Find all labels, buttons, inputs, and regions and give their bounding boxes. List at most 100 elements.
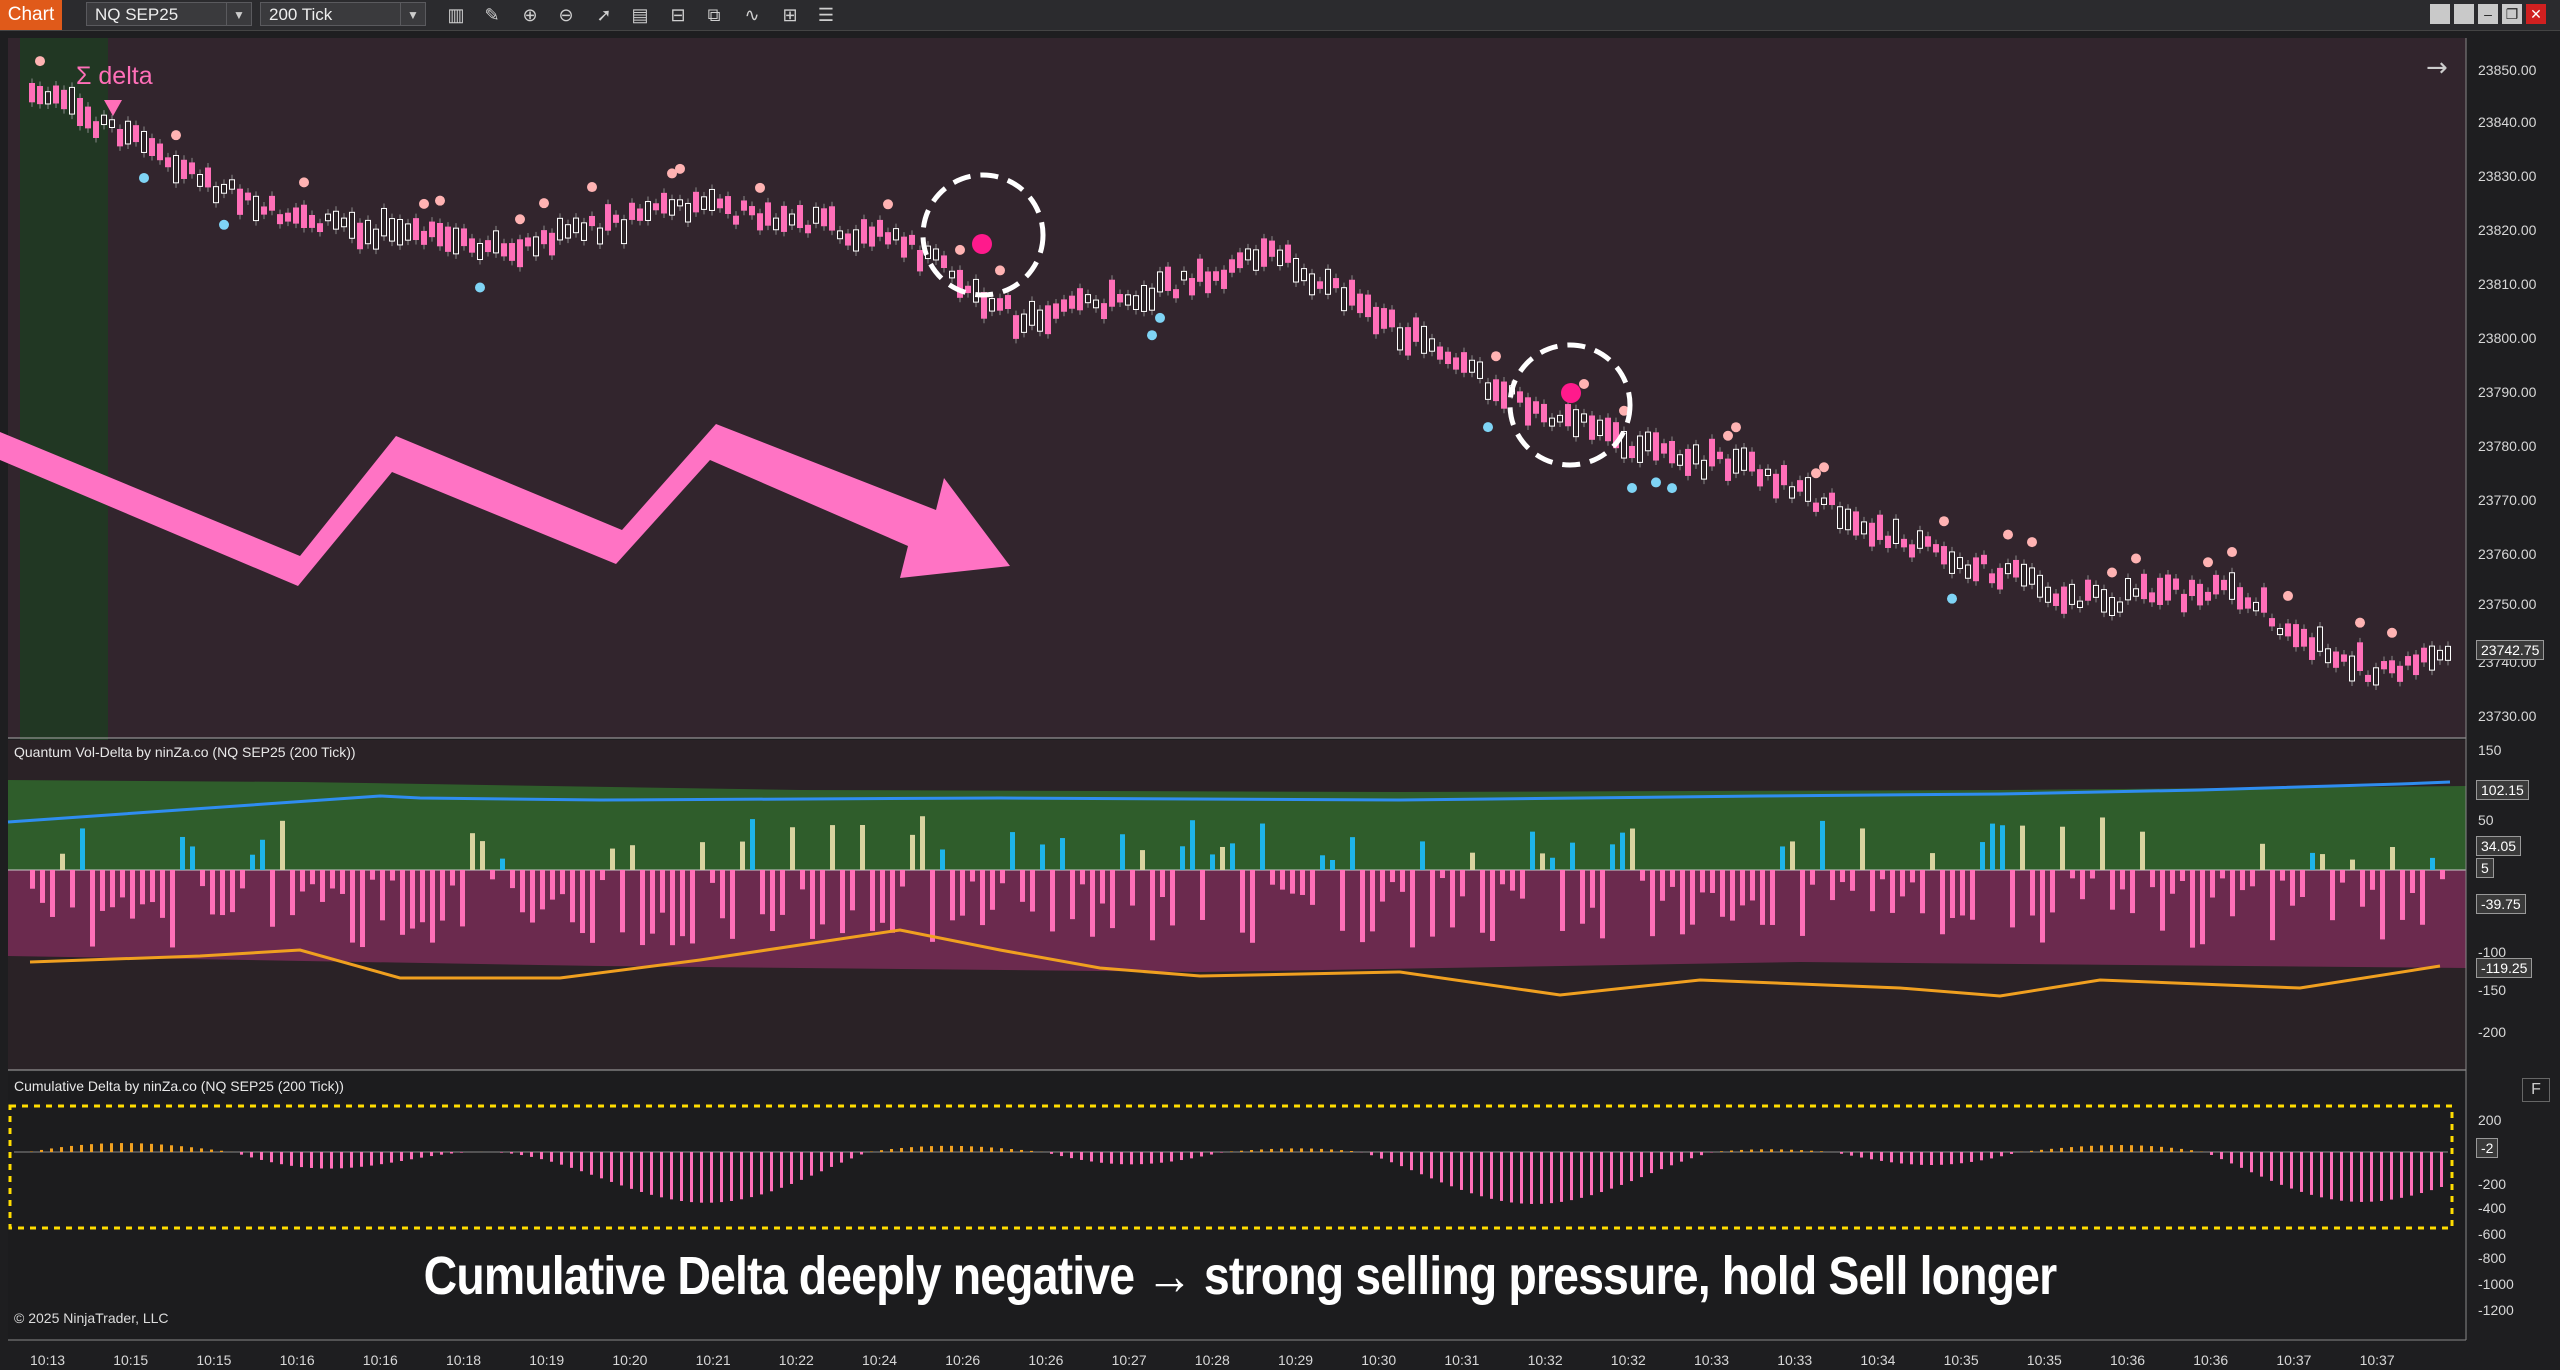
candle xyxy=(1733,448,1739,474)
candle xyxy=(1373,306,1379,335)
close-icon[interactable]: ✕ xyxy=(2526,4,2546,24)
cum-delta-bar xyxy=(840,1152,843,1163)
vol-flag-avg: 34.05 xyxy=(2476,836,2522,856)
data-box-icon[interactable]: ▤ xyxy=(631,5,649,25)
candle xyxy=(1429,338,1435,352)
cum-delta-bar xyxy=(1090,1152,1093,1162)
cum-delta-bar xyxy=(410,1152,413,1160)
vol-delta-bar xyxy=(800,870,805,890)
cum-delta-bar xyxy=(1540,1152,1543,1204)
vol-axis-tick: -100 xyxy=(2478,944,2507,960)
vol-delta-bar xyxy=(980,870,985,926)
candle xyxy=(1957,557,1963,569)
cum-delta-bar xyxy=(1480,1152,1483,1197)
zoom-in-icon[interactable]: ⊕ xyxy=(522,5,538,25)
vol-delta-bar xyxy=(1840,870,1845,883)
templates-icon[interactable]: ⊟ xyxy=(670,5,686,25)
candle xyxy=(2325,648,2331,664)
cum-delta-bar xyxy=(790,1152,793,1184)
scroll-right-icon[interactable]: → xyxy=(2426,53,2448,83)
restore-icon[interactable]: ❐ xyxy=(2502,4,2522,24)
candle xyxy=(2109,597,2115,616)
cum-delta-bar xyxy=(1890,1152,1893,1163)
candle xyxy=(621,219,627,245)
cum-delta-bar xyxy=(930,1146,933,1152)
candle xyxy=(2149,592,2155,603)
chart-tab[interactable]: Chart xyxy=(0,0,62,30)
candle xyxy=(389,218,395,242)
candle xyxy=(1357,293,1363,314)
candle xyxy=(2261,587,2267,613)
signal-dot xyxy=(1667,483,1677,494)
candle xyxy=(421,230,427,245)
signal-dot xyxy=(1723,430,1733,441)
candle xyxy=(1149,287,1155,311)
minimize-icon[interactable]: – xyxy=(2478,4,2498,24)
candle xyxy=(653,203,659,211)
candle xyxy=(2333,651,2339,668)
time-axis-tick: 10:20 xyxy=(612,1352,648,1368)
bar-type-icon[interactable]: ▥ xyxy=(447,5,465,25)
vol-axis-tick: -200 xyxy=(2478,1024,2507,1040)
chart-canvas[interactable]: → xyxy=(0,31,2560,1370)
vol-delta-bar xyxy=(1720,870,1725,917)
vol-delta-bar xyxy=(2260,843,2265,870)
signal-dot xyxy=(139,172,149,183)
chevron-down-icon[interactable]: ▼ xyxy=(226,3,251,25)
interval-selector[interactable]: 200 Tick ▼ xyxy=(260,2,426,26)
candle xyxy=(1869,522,1875,547)
candle xyxy=(165,157,171,168)
vol-delta-bar xyxy=(1010,832,1015,870)
tile-b-icon[interactable] xyxy=(2454,4,2474,24)
cum-delta-bar xyxy=(2050,1148,2053,1152)
cum-delta-bar xyxy=(50,1148,53,1152)
candle xyxy=(1813,502,1819,512)
vol-delta-bar xyxy=(1140,850,1145,870)
vol-delta-bar xyxy=(310,870,315,885)
time-axis-tick: 10:28 xyxy=(1194,1352,1230,1368)
vol-delta-bar xyxy=(1260,823,1265,870)
vol-delta-bar xyxy=(2110,870,2115,910)
zoom-out-icon[interactable]: ⊖ xyxy=(558,5,574,25)
cum-delta-bar xyxy=(1910,1152,1913,1165)
tile-a-icon[interactable] xyxy=(2430,4,2450,24)
draw-pencil-icon[interactable]: ✎ xyxy=(484,5,500,25)
cum-delta-bar xyxy=(110,1143,113,1152)
cum-delta-bar xyxy=(610,1152,613,1182)
price-axis-tick: 23760.00 xyxy=(2478,546,2537,562)
instrument-selector[interactable]: NQ SEP25 ▼ xyxy=(86,2,252,26)
candle xyxy=(173,155,179,184)
candle xyxy=(2053,593,2059,606)
indicators-icon[interactable]: ∿ xyxy=(744,5,760,25)
candle xyxy=(1661,443,1667,454)
vol-delta-bar xyxy=(970,870,975,882)
f-button[interactable]: F xyxy=(2522,1078,2550,1102)
candle xyxy=(1717,451,1723,460)
cum-delta-bar xyxy=(1650,1152,1653,1174)
signal-dot xyxy=(587,182,597,193)
vol-delta-bar xyxy=(1590,870,1595,908)
vol-delta-bar xyxy=(1200,870,1205,920)
candle xyxy=(1981,554,1987,565)
properties-icon[interactable]: ⊞ xyxy=(782,5,798,25)
vol-delta-bar xyxy=(440,870,445,921)
candle xyxy=(357,222,363,250)
cum-delta-bar xyxy=(1410,1152,1413,1171)
candle xyxy=(1045,305,1051,335)
time-axis-tick: 10:32 xyxy=(1610,1352,1646,1368)
candle xyxy=(253,195,259,222)
candle xyxy=(965,285,971,294)
vol-delta-bar xyxy=(1930,853,1935,870)
candle xyxy=(397,219,403,246)
candle xyxy=(733,215,739,225)
cum-delta-bar xyxy=(200,1148,203,1152)
vol-delta-bar xyxy=(1080,870,1085,885)
cum-delta-bar xyxy=(390,1152,393,1163)
chevron-down-icon[interactable]: ▼ xyxy=(400,3,425,25)
pointer-icon[interactable]: ➚ xyxy=(596,5,612,25)
candle xyxy=(309,215,315,228)
cum-delta-bar xyxy=(1720,1151,1723,1152)
cum-delta-bar xyxy=(2330,1152,2333,1200)
strategies-icon[interactable]: ⧉ xyxy=(707,5,721,25)
list-icon[interactable]: ☰ xyxy=(817,5,835,25)
